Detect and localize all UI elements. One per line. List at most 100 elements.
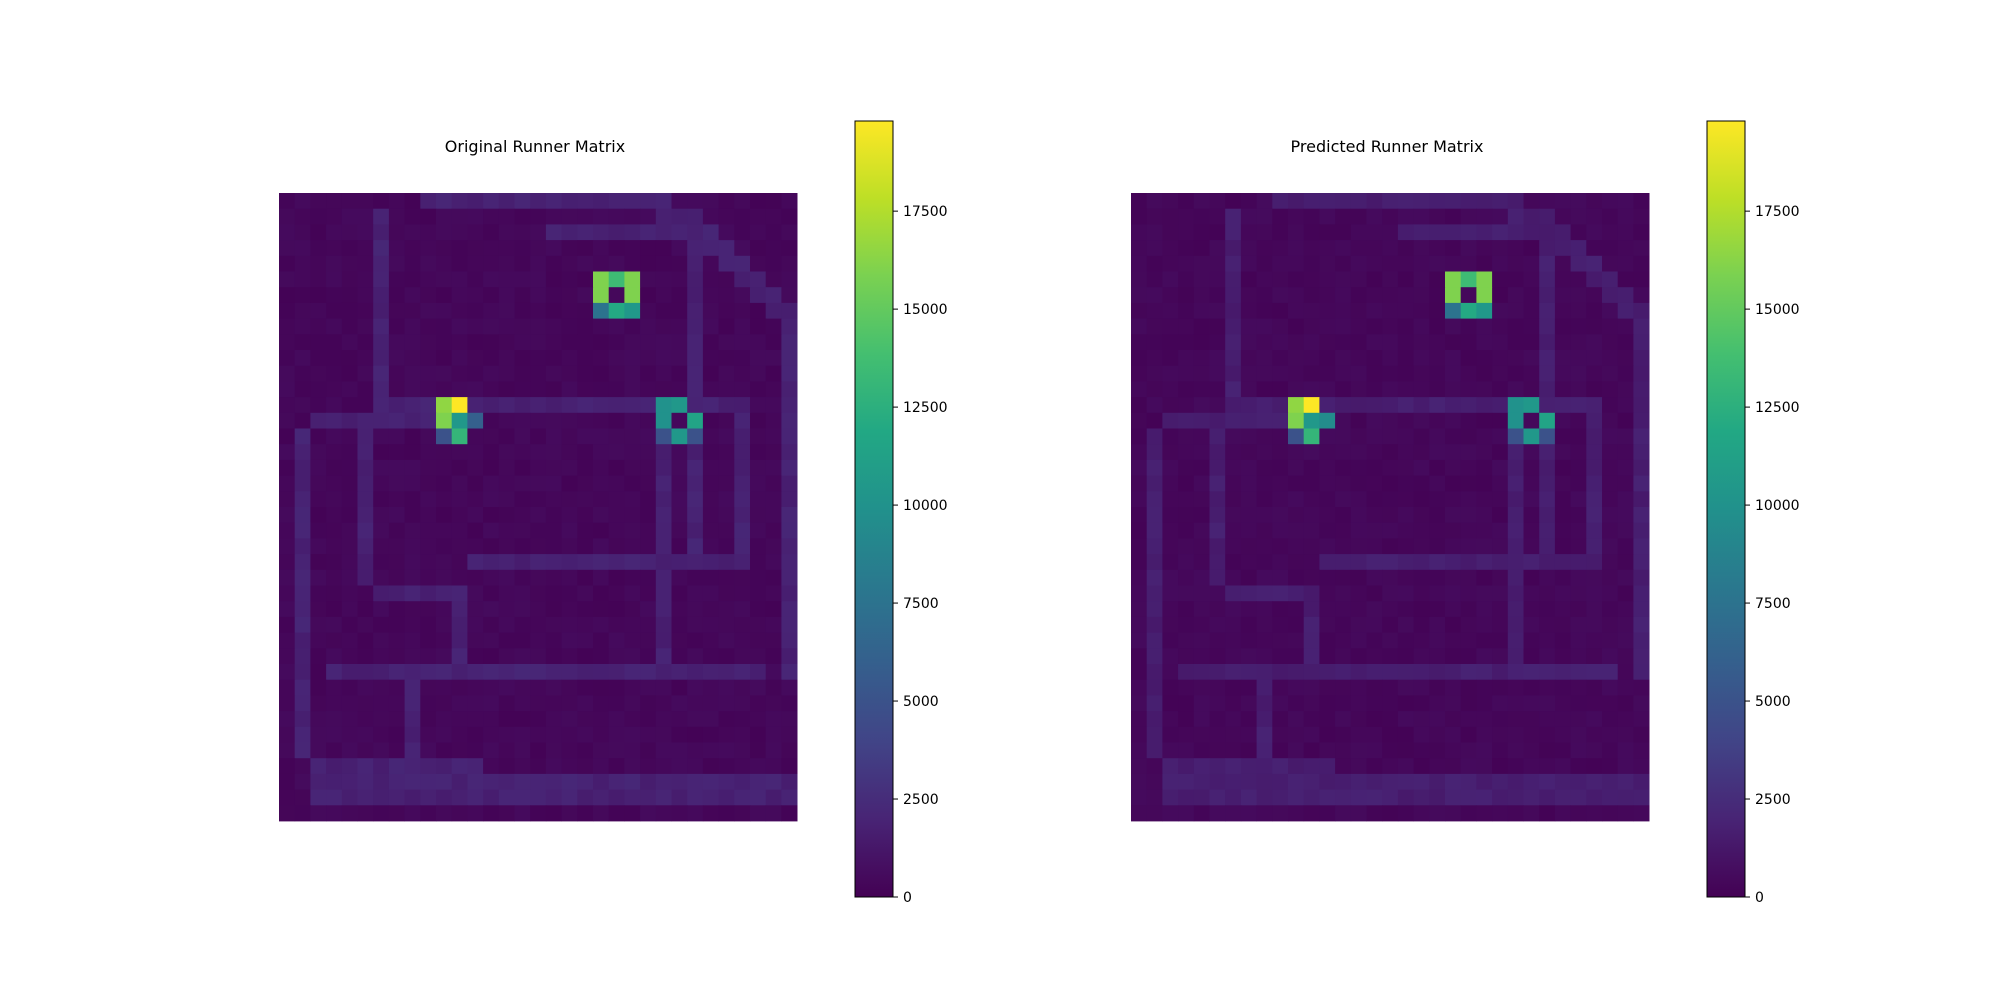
heatmap-cell — [373, 805, 390, 822]
heatmap-cell — [1617, 679, 1634, 696]
heatmap-cell — [1492, 224, 1509, 241]
heatmap-cell — [1633, 664, 1650, 681]
heatmap-cell — [467, 491, 484, 508]
heatmap-cell — [1397, 318, 1414, 335]
heatmap-cell — [1586, 318, 1603, 335]
heatmap-cell — [1303, 240, 1320, 257]
heatmap-cell — [1445, 616, 1462, 633]
heatmap-cell — [373, 365, 390, 382]
heatmap-cell — [1570, 334, 1587, 351]
heatmap-cell — [1617, 742, 1634, 759]
heatmap-cell — [1539, 789, 1556, 806]
heatmap-cell — [498, 569, 515, 586]
heatmap-cell — [1256, 444, 1273, 461]
heatmap-cell — [1523, 711, 1540, 728]
heatmap-cell — [1146, 538, 1163, 555]
heatmap-cell — [1225, 412, 1242, 429]
heatmap-cell — [561, 428, 578, 445]
heatmap-cell — [373, 773, 390, 790]
heatmap-cell — [1350, 287, 1367, 304]
heatmap-cell — [436, 302, 453, 319]
heatmap-cell — [734, 522, 751, 539]
heatmap-cell — [467, 616, 484, 633]
heatmap-cell — [718, 679, 735, 696]
heatmap-cell — [718, 224, 735, 241]
heatmap-cell — [1162, 459, 1179, 476]
heatmap-cell — [1445, 224, 1462, 241]
heatmap-cell — [561, 569, 578, 586]
heatmap-cell — [1131, 412, 1148, 429]
heatmap-cell — [1366, 459, 1383, 476]
heatmap-cell — [1445, 522, 1462, 539]
heatmap-cell — [530, 208, 547, 225]
heatmap-cell — [310, 789, 327, 806]
heatmap-cell — [608, 585, 625, 602]
heatmap-cell — [373, 789, 390, 806]
heatmap-cell — [451, 616, 468, 633]
heatmap-cell — [1460, 726, 1477, 743]
heatmap-cell — [545, 428, 562, 445]
heatmap-cell — [436, 350, 453, 367]
colorbar-tick-label: 0 — [903, 890, 912, 906]
heatmap-cell — [388, 381, 405, 398]
heatmap-cell — [702, 365, 719, 382]
heatmap-cell — [357, 773, 374, 790]
heatmap-cell — [388, 271, 405, 288]
heatmap-cell — [1193, 773, 1210, 790]
heatmap-cell — [561, 726, 578, 743]
heatmap-cell — [420, 365, 437, 382]
heatmap-cell — [1429, 695, 1446, 712]
heatmap-cell — [671, 758, 688, 775]
heatmap-cell — [1617, 695, 1634, 712]
heatmap-cell — [1492, 538, 1509, 555]
heatmap-cell — [1350, 695, 1367, 712]
heatmap-cell — [1617, 224, 1634, 241]
heatmap-cell — [1366, 193, 1383, 210]
heatmap-cell — [545, 240, 562, 257]
heatmap-cell — [1492, 648, 1509, 665]
heatmap-cell — [420, 208, 437, 225]
heatmap-cell — [1272, 805, 1289, 822]
heatmap-cell — [655, 664, 672, 681]
heatmap-cell — [1445, 193, 1462, 210]
heatmap-cell — [655, 538, 672, 555]
heatmap-cell — [750, 569, 767, 586]
heatmap-cell — [467, 350, 484, 367]
heatmap-cell — [593, 616, 610, 633]
heatmap-cell — [1366, 585, 1383, 602]
heatmap-cell — [483, 648, 500, 665]
heatmap-cell — [702, 632, 719, 649]
heatmap-cell — [388, 726, 405, 743]
heatmap-cell — [545, 554, 562, 571]
heatmap-cell — [1240, 193, 1257, 210]
heatmap-cell — [1178, 350, 1195, 367]
heatmap-cell — [1303, 459, 1320, 476]
heatmap-cell — [1240, 302, 1257, 319]
heatmap-cell — [1193, 412, 1210, 429]
heatmap-cell — [608, 554, 625, 571]
heatmap-cell — [279, 491, 296, 508]
heatmap-cell — [1288, 397, 1305, 414]
colorbar-tick-label: 7500 — [1755, 596, 1791, 612]
heatmap-cell — [1492, 758, 1509, 775]
heatmap-cell — [624, 522, 641, 539]
heatmap-cell — [388, 585, 405, 602]
heatmap-cell — [1586, 554, 1603, 571]
heatmap-cell — [561, 350, 578, 367]
heatmap-cell — [671, 538, 688, 555]
heatmap-cell — [765, 412, 782, 429]
heatmap-cell — [765, 507, 782, 524]
heatmap-cell — [404, 726, 421, 743]
heatmap-cell — [1507, 287, 1524, 304]
heatmap-cell — [702, 616, 719, 633]
heatmap-cell — [750, 491, 767, 508]
heatmap-cell — [1193, 758, 1210, 775]
heatmap-cell — [326, 365, 343, 382]
heatmap-cell — [483, 224, 500, 241]
heatmap-cell — [671, 805, 688, 822]
heatmap-cell — [781, 789, 798, 806]
heatmap-cell — [655, 491, 672, 508]
heatmap-cell — [1492, 459, 1509, 476]
heatmap-cell — [530, 271, 547, 288]
heatmap-cell — [655, 805, 672, 822]
